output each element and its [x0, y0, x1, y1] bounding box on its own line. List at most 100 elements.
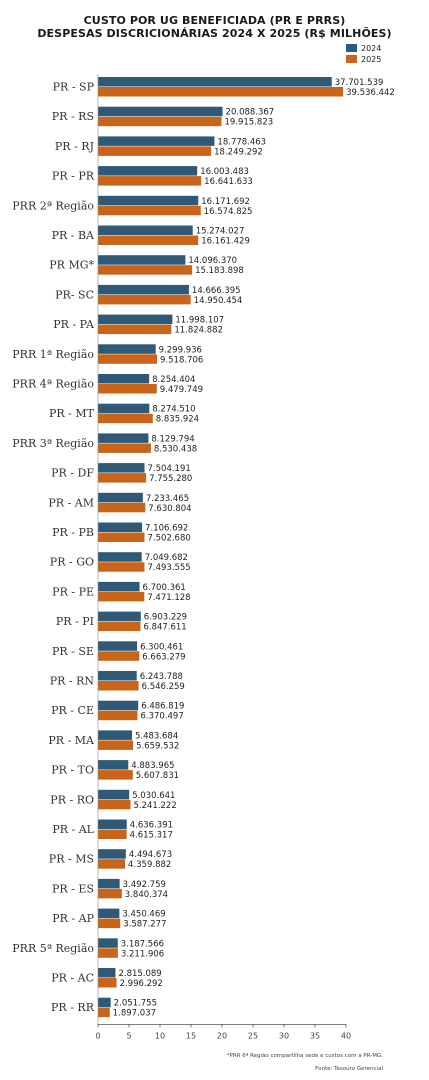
value-label-2025: 16.574.825	[204, 207, 253, 217]
value-label-2024: 6.486.819	[141, 702, 184, 712]
bar-2025	[98, 502, 146, 513]
value-label-2024: 7.504.191	[148, 464, 191, 474]
value-label-2024: 2.051.755	[114, 999, 157, 1009]
category-label: PR - MT	[49, 407, 95, 420]
category-label: PR - SE	[52, 645, 94, 658]
value-label-2025: 8.835.924	[156, 415, 199, 425]
value-label-2025: 14.950.454	[194, 296, 243, 306]
value-label-2024: 37.701.539	[335, 78, 384, 88]
value-label-2024: 5.483.684	[135, 731, 178, 741]
value-label-2024: 2.815.089	[118, 969, 161, 979]
value-label-2025: 6.370.497	[140, 712, 183, 722]
value-label-2024: 8.254.404	[152, 375, 195, 385]
value-label-2025: 9.518.706	[160, 355, 203, 365]
category-label: PR - AC	[51, 972, 94, 985]
bar-2025	[98, 710, 138, 721]
value-label-2024: 18.778.463	[217, 137, 266, 147]
value-label-2024: 5.030.641	[132, 791, 175, 801]
category-label: PR - DF	[51, 467, 94, 480]
category-label: PR- SC	[55, 288, 94, 301]
bar-2025	[98, 384, 157, 394]
category-label: PR - RO	[50, 793, 94, 806]
value-label-2024: 6.903.229	[144, 613, 187, 623]
x-tick-label: 10	[155, 1031, 165, 1040]
bar-2025	[98, 443, 151, 453]
bar-2025	[98, 265, 193, 275]
category-label: PR - PA	[53, 318, 95, 331]
bar-2025	[98, 948, 118, 958]
category-label: PRR 4ª Região	[12, 378, 94, 391]
value-label-2024: 6.700.361	[143, 583, 186, 593]
value-label-2025: 7.493.555	[147, 563, 190, 573]
value-label-2025: 1.897.037	[113, 1009, 156, 1019]
bar-2024	[98, 789, 130, 800]
value-label-2024: 14.666.395	[192, 286, 241, 296]
category-label: PR - AM	[48, 496, 94, 509]
bar-2024	[98, 255, 186, 265]
value-label-2025: 16.641.633	[204, 177, 253, 187]
value-label-2024: 8.129.794	[151, 434, 194, 444]
category-label: PR - RS	[52, 110, 94, 123]
value-label-2024: 15.274.027	[196, 227, 245, 237]
category-label: PR - MA	[48, 734, 95, 747]
bar-2024	[98, 136, 215, 146]
bar-2025	[98, 591, 145, 602]
bar-2025	[98, 859, 126, 869]
category-label: PR - AP	[52, 912, 94, 925]
value-label-2025: 16.161.429	[201, 237, 250, 247]
value-label-2025: 3.840.374	[125, 890, 168, 900]
category-label: PRR 5ª Região	[12, 942, 94, 955]
category-label: PR - AL	[52, 823, 94, 836]
x-tick-label: 5	[126, 1031, 131, 1040]
x-tick-label: 30	[279, 1031, 289, 1040]
x-tick-label: 0	[95, 1031, 100, 1040]
bar-2025	[98, 146, 212, 156]
bar-2024	[98, 849, 126, 859]
value-label-2024: 11.998.107	[175, 316, 224, 326]
legend-swatch-2024	[346, 44, 357, 52]
bar-2024	[98, 581, 140, 592]
value-label-2024: 9.299.936	[159, 345, 202, 355]
category-label: PR - BA	[52, 229, 95, 242]
bar-2024	[98, 284, 189, 295]
category-label: PR MG*	[49, 259, 94, 272]
bar-2024	[98, 938, 118, 948]
value-label-2024: 16.171.692	[201, 197, 250, 207]
value-label-2025: 7.471.128	[147, 593, 190, 603]
bar-2025	[98, 740, 134, 750]
x-tick-label: 20	[217, 1031, 227, 1040]
value-label-2024: 3.492.759	[123, 880, 166, 890]
source-note: Fonte: Tesouro Gerencial	[315, 1066, 383, 1072]
bar-2024	[98, 403, 150, 414]
bar-2025	[98, 799, 131, 810]
value-label-2025: 39.536.442	[346, 88, 395, 98]
bar-2025	[98, 324, 172, 335]
value-label-2024: 20.088.367	[226, 108, 275, 118]
value-label-2025: 4.615.317	[130, 831, 173, 841]
bar-2025	[98, 294, 191, 305]
value-label-2025: 18.249.292	[214, 147, 263, 157]
x-tick-label: 35	[310, 1031, 320, 1040]
value-label-2025: 5.607.831	[136, 771, 179, 781]
bar-2024	[98, 641, 138, 651]
bar-2024	[98, 492, 143, 503]
chart-title: CUSTO POR UG BENEFICIADA (PR E PRRS)	[83, 14, 346, 27]
bar-2025	[98, 87, 344, 97]
value-label-2024: 3.450.469	[122, 910, 165, 920]
bar-2025	[98, 681, 139, 691]
value-label-2025: 9.479.749	[160, 385, 203, 395]
category-label: PR - RR	[51, 1001, 95, 1014]
category-label: PR - ES	[52, 882, 94, 895]
value-label-2024: 14.096.370	[188, 256, 237, 266]
category-label: PR - RJ	[55, 140, 94, 153]
bar-2025	[98, 918, 121, 929]
bar-2024	[98, 878, 120, 889]
x-tick-label: 40	[341, 1031, 351, 1040]
value-label-2024: 3.187.566	[121, 939, 164, 949]
category-label: PR - TO	[51, 764, 94, 777]
bar-2024	[98, 611, 141, 622]
value-label-2025: 7.502.680	[148, 534, 191, 544]
value-label-2025: 3.587.277	[123, 920, 166, 930]
value-label-2025: 2.996.292	[120, 979, 163, 989]
